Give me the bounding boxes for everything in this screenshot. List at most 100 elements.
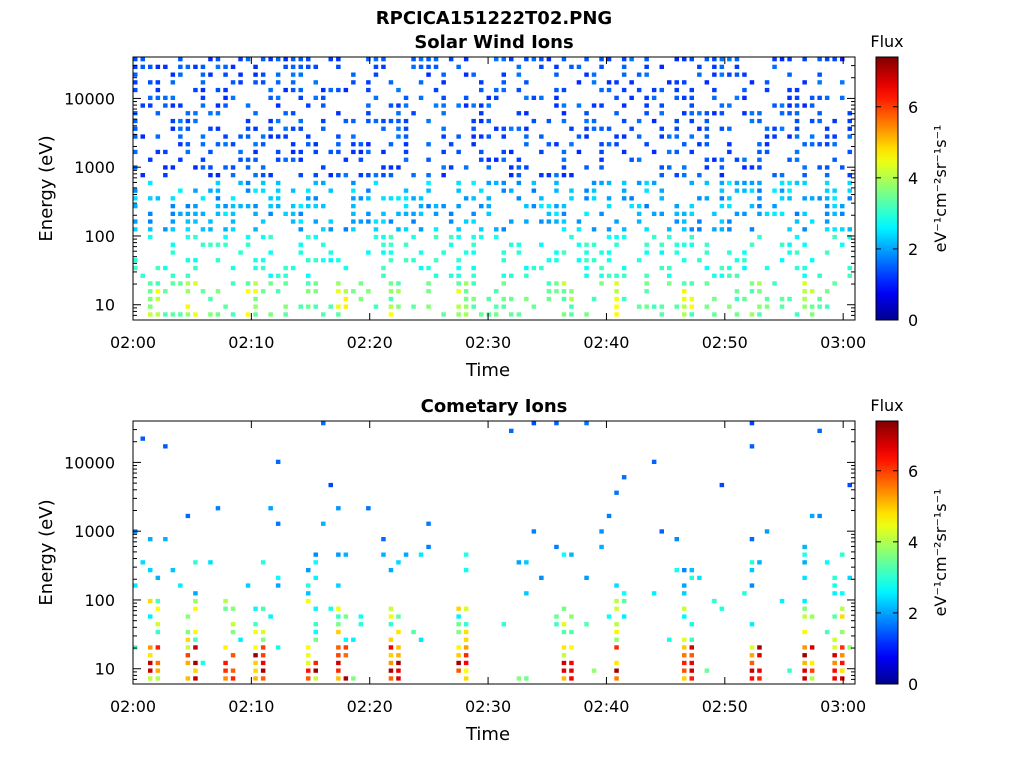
colorbar [875, 420, 899, 685]
heatmap-cell [636, 157, 642, 162]
heatmap-cell [343, 227, 349, 232]
heatmap-cell [396, 289, 401, 294]
heatmap-cell [306, 234, 311, 240]
heatmap-cell [388, 118, 394, 124]
heatmap-cell [847, 134, 852, 139]
heatmap-cell [223, 242, 228, 247]
heatmap-cell [433, 227, 439, 232]
heatmap-cell [290, 219, 296, 224]
heatmap-cell [569, 234, 574, 240]
heatmap-cell [689, 111, 694, 116]
heatmap-cell [554, 219, 559, 224]
heatmap-cell [509, 428, 514, 433]
heatmap-cell [847, 265, 852, 271]
heatmap-cell [712, 227, 717, 232]
heatmap-cell [411, 629, 416, 635]
heatmap-cell [456, 281, 461, 286]
heatmap-cell [734, 95, 740, 100]
heatmap-cell [463, 668, 469, 673]
heatmap-cell [651, 234, 657, 240]
heatmap-cell [366, 57, 371, 62]
heatmap-cell [396, 660, 401, 666]
heatmap-cell [328, 227, 333, 232]
heatmap-cell [388, 637, 394, 642]
heatmap-cell [501, 227, 506, 232]
heatmap-cell [546, 211, 552, 216]
heatmap-cell [433, 273, 439, 278]
heatmap-cell [840, 227, 845, 232]
heatmap-cell [343, 676, 349, 681]
heatmap-cell [494, 312, 499, 317]
heatmap-cell [832, 637, 837, 642]
heatmap-cell [501, 188, 506, 193]
heatmap-cell [674, 118, 679, 124]
heatmap-cell [569, 304, 574, 309]
heatmap-cell [388, 242, 394, 247]
heatmap-cell [787, 196, 792, 201]
heatmap-cell [433, 211, 439, 216]
heatmap-cell [591, 103, 597, 108]
heatmap-cell [772, 204, 777, 209]
heatmap-cell [238, 157, 243, 162]
heatmap-cell [275, 204, 281, 209]
heatmap-cell [260, 637, 266, 642]
heatmap-cell [343, 289, 349, 294]
heatmap-cell [148, 645, 153, 650]
heatmap-cell [524, 134, 529, 139]
heatmap-cell [554, 180, 559, 186]
heatmap-cell [764, 80, 770, 85]
heatmap-cell [298, 227, 303, 232]
heatmap-cell [621, 87, 627, 93]
heatmap-cell [373, 219, 379, 224]
heatmap-cell [381, 165, 386, 170]
heatmap-cell [163, 165, 168, 170]
heatmap-cell [275, 103, 281, 108]
y-tick-label: 1000 [74, 158, 115, 177]
heatmap-cell [606, 57, 612, 62]
heatmap-cell [463, 660, 469, 666]
heatmap-cell [321, 180, 326, 186]
heatmap-cell [840, 552, 845, 557]
heatmap-cell [757, 111, 762, 116]
heatmap-cell [283, 134, 288, 139]
heatmap-cell [133, 188, 138, 193]
heatmap-cell [418, 80, 424, 85]
heatmap-cell [290, 157, 296, 162]
heatmap-cell [245, 126, 251, 131]
heatmap-cell [388, 165, 394, 170]
heatmap-cell [463, 296, 469, 302]
heatmap-cell [396, 653, 401, 658]
heatmap-cell [456, 227, 461, 232]
heatmap-cell [471, 234, 476, 240]
heatmap-cell [674, 250, 679, 255]
heatmap-cell [824, 304, 830, 309]
heatmap-cell [381, 552, 386, 557]
heatmap-cell [290, 149, 296, 155]
heatmap-cell [283, 87, 288, 93]
heatmap-cell [471, 219, 476, 224]
heatmap-cell [802, 227, 807, 232]
heatmap-cell [223, 660, 228, 666]
heatmap-cell [298, 157, 303, 162]
heatmap-cell [599, 64, 604, 69]
heatmap-cell [133, 118, 138, 124]
heatmap-cell [712, 157, 717, 162]
heatmap-cell [381, 273, 386, 278]
heatmap-cell [306, 676, 311, 681]
heatmap-cell [426, 142, 431, 147]
heatmap-cell [403, 118, 409, 124]
heatmap-cell [283, 57, 288, 62]
heatmap-cell [614, 583, 619, 588]
heatmap-cell [840, 591, 845, 596]
heatmap-cell [448, 211, 454, 216]
heatmap-cell [193, 258, 198, 263]
heatmap-cell [426, 173, 431, 178]
heatmap-cell [336, 281, 341, 286]
heatmap-cell [734, 157, 740, 162]
heatmap-cell [719, 204, 725, 209]
heatmap-cell [351, 118, 356, 124]
heatmap-cell [463, 637, 469, 642]
heatmap-cell [208, 57, 213, 62]
heatmap-cell [200, 95, 206, 100]
heatmap-cell [298, 304, 303, 309]
